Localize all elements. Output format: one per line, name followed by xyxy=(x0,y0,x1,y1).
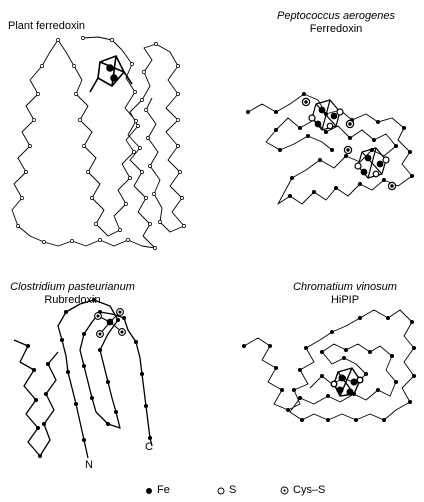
c-terminus-label: C xyxy=(145,441,153,453)
cys-dotted-circle-icon xyxy=(280,486,289,495)
clostridium-fe-site xyxy=(94,308,126,338)
plant-ferredoxin-title: Plant ferredoxin xyxy=(8,20,86,32)
plant-ferredoxin-backbone xyxy=(11,36,185,249)
peptococcus-fe4s4-cluster-2 xyxy=(343,145,397,191)
fe-filled-circle-icon xyxy=(146,487,152,494)
peptococcus-ferredoxin-backbone xyxy=(247,93,413,205)
chromatium-fe4s4-cluster xyxy=(330,367,364,397)
peptococcus-protein-label: Ferredoxin xyxy=(309,23,363,35)
clostridium-residues xyxy=(25,297,153,459)
clostridium-rubredoxin-backbone-2 xyxy=(13,339,59,457)
clostridium-species-label: Clostridium pasteurianum xyxy=(10,281,135,293)
chromatium-species-label: Chromatium vinosum xyxy=(293,281,397,293)
chromatium-residues xyxy=(241,315,417,423)
legend-item-cys: Cys–S xyxy=(280,484,325,497)
s-open-circle-icon xyxy=(217,487,225,494)
chromatium-hipip-backbone xyxy=(243,309,415,421)
legend-item-s: S xyxy=(217,484,236,497)
clostridium-protein-label: Rubredoxin xyxy=(44,294,101,306)
clostridium-rubredoxin-backbone xyxy=(57,299,153,459)
legend-item-fe: Fe xyxy=(145,484,170,497)
peptococcus-fe4s4-cluster-1 xyxy=(301,97,355,131)
n-terminus-label: N xyxy=(85,459,93,471)
legend-label-fe: Fe xyxy=(157,484,170,496)
chromatium-protein-label: HiPIP xyxy=(330,294,360,306)
plant-fe2s2-cluster xyxy=(89,55,133,93)
peptococcus-species-label: Peptococcus aerogenes xyxy=(276,10,396,22)
legend-label-cys: Cys–S xyxy=(293,484,326,496)
legend-label-s: S xyxy=(229,484,237,496)
plant-ferredoxin-residues xyxy=(16,36,186,250)
